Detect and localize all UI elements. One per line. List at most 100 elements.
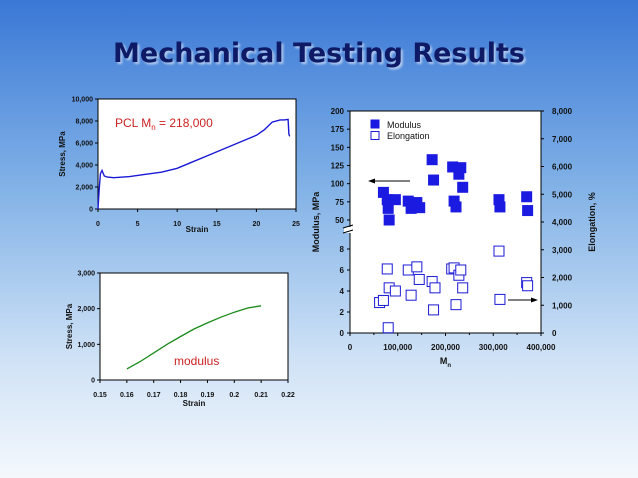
chart1-x-tick-label: 25 xyxy=(292,221,300,228)
chart1-y-tick-label: 2,000 xyxy=(75,185,93,192)
chart2-x-tick-label: 0.22 xyxy=(281,392,295,399)
chart3-point-modulus xyxy=(405,202,417,214)
chart3-y-right-tick-label: 8,000 xyxy=(552,107,573,116)
chart3-point-elongation xyxy=(446,263,458,275)
page-title: Mechanical Testing Results xyxy=(113,38,525,69)
chart3-point-modulus xyxy=(450,201,462,213)
chart3-y-right-tick-label: 4,000 xyxy=(552,218,573,227)
chart1-x-tick-label: 20 xyxy=(253,221,261,228)
chart3-point-elongation xyxy=(522,280,534,292)
chart3-point-elongation xyxy=(377,294,389,306)
chart3-point-modulus xyxy=(381,194,393,206)
chart1-series-line xyxy=(97,118,291,210)
chart2-y-axis-label: Stress, MPa xyxy=(65,303,74,349)
chart3-y-lower-tick-label: 0 xyxy=(340,329,345,338)
chart2-y-tick-label: 0 xyxy=(91,378,95,385)
chart3-y-upper-tick-label: 100 xyxy=(331,180,345,189)
chart3-point-elongation xyxy=(389,285,401,297)
chart3-point-modulus xyxy=(522,205,534,217)
chart2-y-tick-label: 3,000 xyxy=(77,271,95,278)
chart3-y-lower-tick-label: 4 xyxy=(340,287,345,296)
chart3-arrow-left-head xyxy=(368,178,375,184)
chart1-y-tick-label: 6,000 xyxy=(75,141,93,148)
chart3-x-tick-label: 100,000 xyxy=(383,343,412,352)
chart3-point-modulus xyxy=(377,186,389,198)
chart1-x-tick-label: 0 xyxy=(96,221,100,228)
chart1-annotation: PCL Mn = 218,000 xyxy=(115,116,213,132)
chart3-point-elongation xyxy=(426,276,438,288)
chart3-y-right-tick-label: 5,000 xyxy=(552,190,573,199)
chart3-point-modulus xyxy=(447,161,459,173)
chart2-y-tick-label: 2,000 xyxy=(77,306,95,313)
chart3-point-modulus xyxy=(493,194,505,206)
chart3-axis-break-gap xyxy=(344,227,352,233)
chart3-point-elongation xyxy=(457,282,469,294)
chart2-x-tick-label: 0.15 xyxy=(93,392,107,399)
chart3-y-right-tick-label: 1,000 xyxy=(552,301,573,310)
chart2-x-tick-label: 0.2 xyxy=(229,392,239,399)
chart3-point-elongation xyxy=(383,282,395,294)
chart3-point-modulus xyxy=(457,181,469,193)
chart3-point-modulus xyxy=(453,168,465,180)
chart3-x-tick-label: 200,000 xyxy=(431,343,460,352)
chart3-point-modulus xyxy=(382,202,394,214)
chart1-x-tick-label: 15 xyxy=(213,221,221,228)
chart3-point-modulus xyxy=(448,195,460,207)
chart3-y-lower-tick-label: 8 xyxy=(340,245,345,254)
chart3-point-modulus xyxy=(414,202,426,214)
chart1-y-tick-label: 0 xyxy=(89,207,93,214)
chart2-x-tick-label: 0.18 xyxy=(174,392,188,399)
chart2-annotation: modulus xyxy=(174,354,219,368)
chart3-y-upper-tick-label: 150 xyxy=(331,143,345,152)
chart3-y-right-tick-label: 7,000 xyxy=(552,135,573,144)
chart3-point-elongation xyxy=(381,263,393,275)
chart3-plot-area xyxy=(349,110,542,334)
chart3-point-elongation xyxy=(455,264,467,276)
chart3-y-upper-tick-label: 175 xyxy=(331,125,345,134)
chart1-x-tick-label: 5 xyxy=(136,221,140,228)
chart3-point-elongation xyxy=(429,282,441,294)
chart3-point-modulus xyxy=(383,214,395,226)
chart2-x-tick-label: 0.16 xyxy=(120,392,134,399)
chart3-x-tick-label: 400,000 xyxy=(527,343,556,352)
chart3-point-modulus xyxy=(455,162,467,174)
chart3-legend-marker-modulus xyxy=(370,119,380,129)
chart1-x-axis-label: Strain xyxy=(186,225,209,234)
chart3-y-upper-tick-label: 200 xyxy=(331,107,345,116)
chart3-point-elongation xyxy=(382,322,394,334)
chart2-x-tick-label: 0.19 xyxy=(201,392,215,399)
chart3-point-modulus xyxy=(426,154,438,166)
chart3-point-elongation xyxy=(448,262,460,274)
chart3-y-left-axis-label: Modulus, MPa xyxy=(311,191,321,252)
chart3-point-elongation xyxy=(453,269,465,281)
chart2-series-line xyxy=(126,305,262,370)
chart3-point-elongation xyxy=(493,245,505,257)
chart3-legend-label-elongation: Elongation xyxy=(387,131,430,141)
chart3-y-upper-tick-label: 50 xyxy=(335,216,344,225)
chart3-y-lower-tick-label: 6 xyxy=(340,266,345,275)
chart3-point-elongation xyxy=(374,297,386,309)
chart1-y-axis-label: Stress, MPa xyxy=(58,131,67,177)
chart3-point-elongation xyxy=(521,277,533,289)
chart3-y-upper-tick-label: 75 xyxy=(335,198,344,207)
chart3-point-modulus xyxy=(494,201,506,213)
chart1-x-tick-label: 10 xyxy=(173,221,181,228)
chart3-point-elongation xyxy=(402,264,414,276)
chart3-point-elongation xyxy=(411,261,423,273)
chart3-y-right-axis-label: Elongation, % xyxy=(587,192,597,252)
chart2-y-tick-label: 1,000 xyxy=(77,342,95,349)
chart3-legend-label-modulus: Modulus xyxy=(387,120,422,130)
chart2-plot-area xyxy=(99,272,289,381)
chart2-x-tick-label: 0.21 xyxy=(254,392,268,399)
chart3-point-modulus xyxy=(428,174,440,186)
chart3-y-right-tick-label: 2,000 xyxy=(552,274,573,283)
chart3-point-elongation xyxy=(428,304,440,316)
chart3-point-modulus xyxy=(411,197,423,209)
chart3-axis-break-mark xyxy=(342,229,354,234)
chart3-x-axis-label: Mn xyxy=(440,356,452,369)
chart3-point-modulus xyxy=(389,194,401,206)
chart3-point-elongation xyxy=(405,289,417,301)
chart3-x-tick-label: 0 xyxy=(348,343,353,352)
chart3-point-elongation xyxy=(494,293,506,305)
